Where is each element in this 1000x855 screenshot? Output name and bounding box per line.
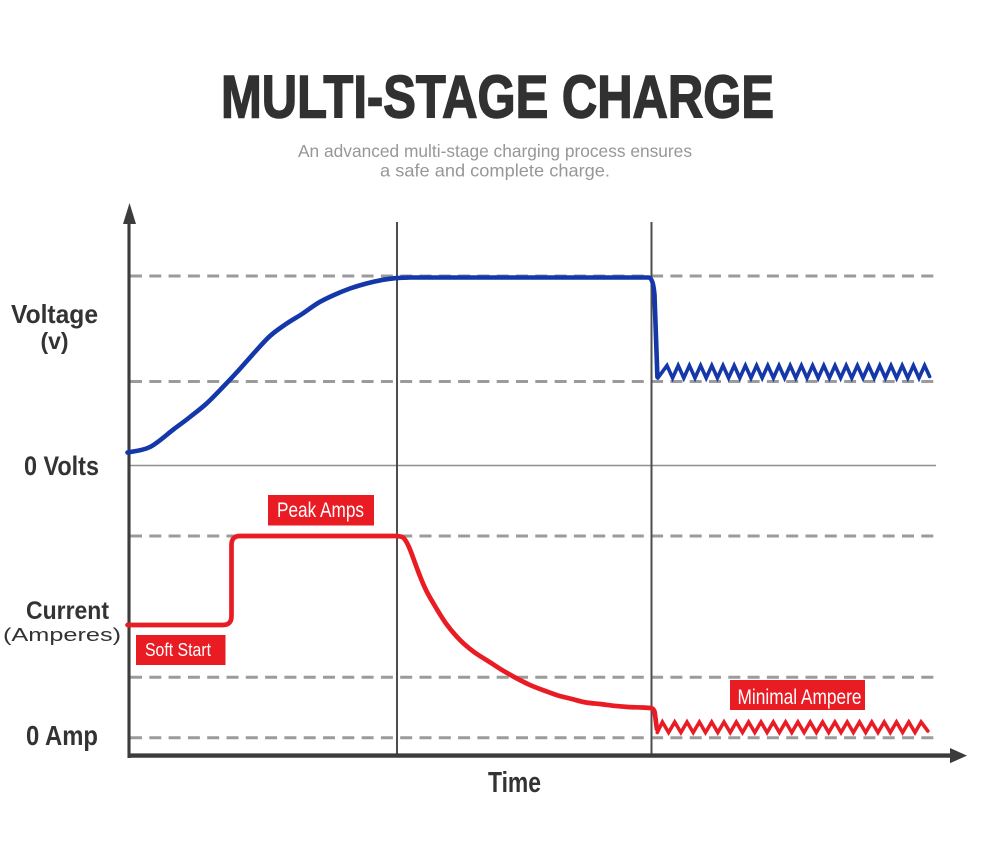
svg-text:Minimal Ampere: Minimal Ampere [738,686,862,709]
svg-text:(Amperes): (Amperes) [3,625,121,645]
svg-text:Soft Start: Soft Start [145,639,211,660]
svg-text:a safe and complete charge.: a safe and complete charge. [380,161,610,181]
svg-text:0 Amp: 0 Amp [26,720,98,751]
svg-text:(v): (v) [40,328,68,354]
svg-text:An advanced multi-stage chargi: An advanced multi-stage charging process… [298,141,692,161]
svg-text:Peak Amps: Peak Amps [277,499,364,522]
svg-text:Time: Time [488,767,541,799]
svg-text:MULTI-STAGE CHARGE: MULTI-STAGE CHARGE [221,64,774,131]
svg-text:Voltage: Voltage [11,299,98,329]
svg-text:0 Volts: 0 Volts [24,451,99,481]
svg-text:Current: Current [26,597,110,625]
